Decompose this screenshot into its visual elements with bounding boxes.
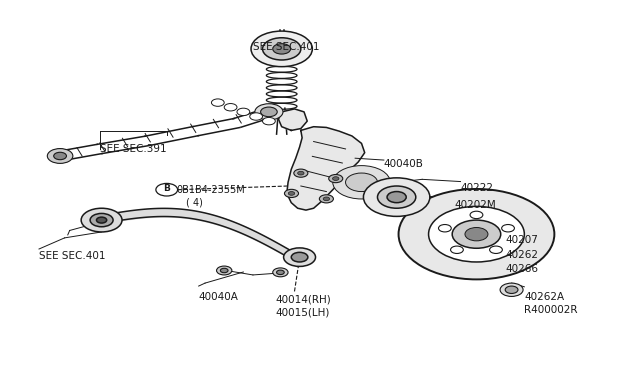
Circle shape [319, 195, 333, 203]
Circle shape [273, 268, 288, 277]
Circle shape [364, 178, 430, 217]
Circle shape [255, 104, 283, 120]
Circle shape [284, 189, 298, 198]
Polygon shape [287, 127, 365, 210]
Circle shape [387, 192, 406, 203]
Text: 40014(RH): 40014(RH) [275, 294, 331, 304]
Circle shape [224, 103, 237, 111]
Circle shape [500, 283, 523, 296]
Circle shape [276, 270, 284, 275]
Text: SEE SEC.401: SEE SEC.401 [253, 42, 319, 52]
Text: 40202M: 40202M [454, 199, 496, 209]
Circle shape [291, 252, 308, 262]
Text: SEE SEC.391: SEE SEC.391 [100, 144, 166, 154]
Text: R400002R: R400002R [524, 305, 578, 315]
Text: 40040A: 40040A [198, 292, 239, 302]
Text: 40207: 40207 [505, 235, 538, 245]
Text: 40040B: 40040B [384, 159, 424, 169]
Text: 40015(LH): 40015(LH) [275, 307, 330, 317]
Circle shape [47, 148, 73, 163]
Circle shape [97, 217, 107, 223]
Circle shape [329, 174, 343, 183]
Circle shape [490, 246, 502, 253]
Text: 40266: 40266 [505, 264, 538, 275]
Circle shape [211, 99, 224, 106]
Circle shape [237, 108, 250, 116]
Circle shape [465, 228, 488, 241]
Circle shape [54, 152, 67, 160]
Polygon shape [278, 109, 307, 131]
Circle shape [502, 225, 515, 232]
Circle shape [220, 268, 228, 273]
Circle shape [323, 197, 330, 201]
Circle shape [284, 248, 316, 266]
Circle shape [260, 107, 277, 117]
Circle shape [470, 211, 483, 219]
Circle shape [505, 286, 518, 294]
Circle shape [288, 192, 294, 195]
Circle shape [81, 208, 122, 232]
Text: B: B [163, 185, 170, 193]
Circle shape [156, 183, 177, 196]
Circle shape [378, 186, 416, 208]
Circle shape [346, 173, 378, 192]
Circle shape [262, 38, 301, 60]
Circle shape [294, 169, 308, 177]
Text: ( 4): ( 4) [186, 198, 203, 208]
Circle shape [262, 118, 275, 125]
Circle shape [216, 266, 232, 275]
Text: SEE SEC.401: SEE SEC.401 [39, 251, 106, 262]
Text: 40262A: 40262A [524, 292, 564, 302]
Circle shape [429, 206, 524, 262]
Circle shape [438, 225, 451, 232]
Text: 0B1B4-2355M: 0B1B4-2355M [176, 185, 245, 195]
Circle shape [399, 189, 554, 279]
Circle shape [333, 166, 390, 199]
Circle shape [90, 214, 113, 227]
Circle shape [273, 44, 291, 54]
Circle shape [298, 171, 304, 175]
Circle shape [333, 177, 339, 180]
Circle shape [451, 246, 463, 253]
Circle shape [250, 113, 262, 120]
Text: 40262: 40262 [505, 250, 538, 260]
Circle shape [251, 31, 312, 67]
Text: 40222: 40222 [461, 183, 493, 193]
Circle shape [452, 220, 500, 248]
